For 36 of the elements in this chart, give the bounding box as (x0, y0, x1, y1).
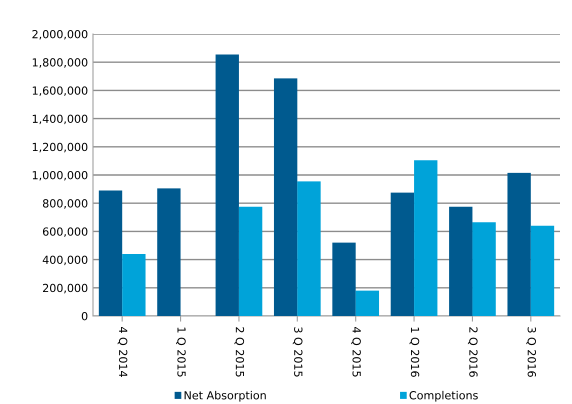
bar (414, 160, 438, 316)
x-tick-label: 1 Q 2015 (176, 328, 186, 377)
bar (507, 172, 531, 316)
legend-label: Completions (410, 390, 478, 402)
bar (356, 290, 380, 316)
y-tick-label: 0 (82, 312, 88, 320)
y-tick-label: 800,000 (42, 199, 88, 209)
x-tick-label: 2 Q 2015 (234, 327, 244, 377)
y-tick-label: 200,000 (43, 284, 88, 294)
bar (122, 254, 146, 316)
y-tick-label: 1,800,000 (32, 58, 88, 68)
bar (449, 206, 472, 316)
bar (98, 190, 122, 316)
bar (530, 226, 554, 316)
y-tick-label: 400,000 (42, 256, 88, 266)
x-tick-label: 4 Q 2014 (118, 326, 128, 377)
bar (472, 222, 496, 316)
x-tick-label: 3 Q 2015 (292, 327, 302, 377)
x-tick-label: 3 Q 2016 (526, 327, 536, 377)
y-tick-label: 2,000,000 (32, 30, 88, 40)
bar (216, 54, 239, 316)
bar (157, 188, 181, 316)
x-tick-label: 2 Q 2016 (468, 327, 478, 377)
x-tick-label: 1 Q 2016 (410, 328, 420, 377)
y-tick-label: 1,000,000 (32, 170, 88, 181)
y-tick-label: 1,200,000 (32, 142, 88, 152)
legend-label: Net Absorption (184, 390, 266, 402)
bar (297, 181, 321, 316)
x-tick-label: 4 Q 2015 (351, 326, 361, 377)
y-tick-label: 1,600,000 (32, 86, 88, 96)
y-tick-label: 600,000 (42, 227, 88, 237)
bar (390, 192, 414, 316)
bar (332, 242, 356, 316)
bar (238, 206, 262, 316)
y-tick-label: 1,400,000 (32, 114, 88, 124)
bar (274, 78, 298, 316)
